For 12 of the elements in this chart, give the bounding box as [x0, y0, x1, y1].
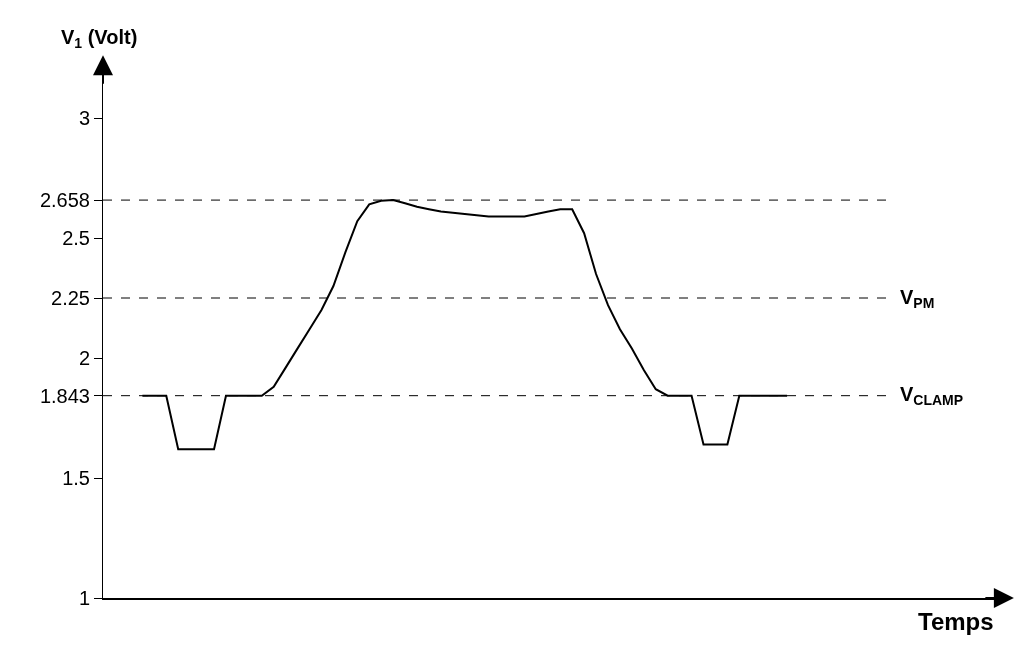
text: Temps — [918, 608, 994, 635]
y-axis-title: V$_{1}$ (Volt) — [61, 26, 138, 52]
y-tick-label: 2.658 — [39, 189, 90, 212]
y-tick-label: 3 — [78, 107, 90, 129]
y-tick-label: 1 — [78, 587, 90, 609]
y-tick-label: 2.25 — [51, 287, 90, 309]
ref-line-label: V$_{CLAMP}$ — [900, 383, 964, 409]
y-tick-label: 1.5 — [62, 467, 90, 489]
y-tick-label: 2.5 — [62, 227, 90, 249]
y-tick-label: 1.843 — [39, 384, 90, 407]
y-tick-label: 2 — [78, 347, 90, 369]
ref-line-label: V$_{PM}$ — [900, 286, 935, 312]
